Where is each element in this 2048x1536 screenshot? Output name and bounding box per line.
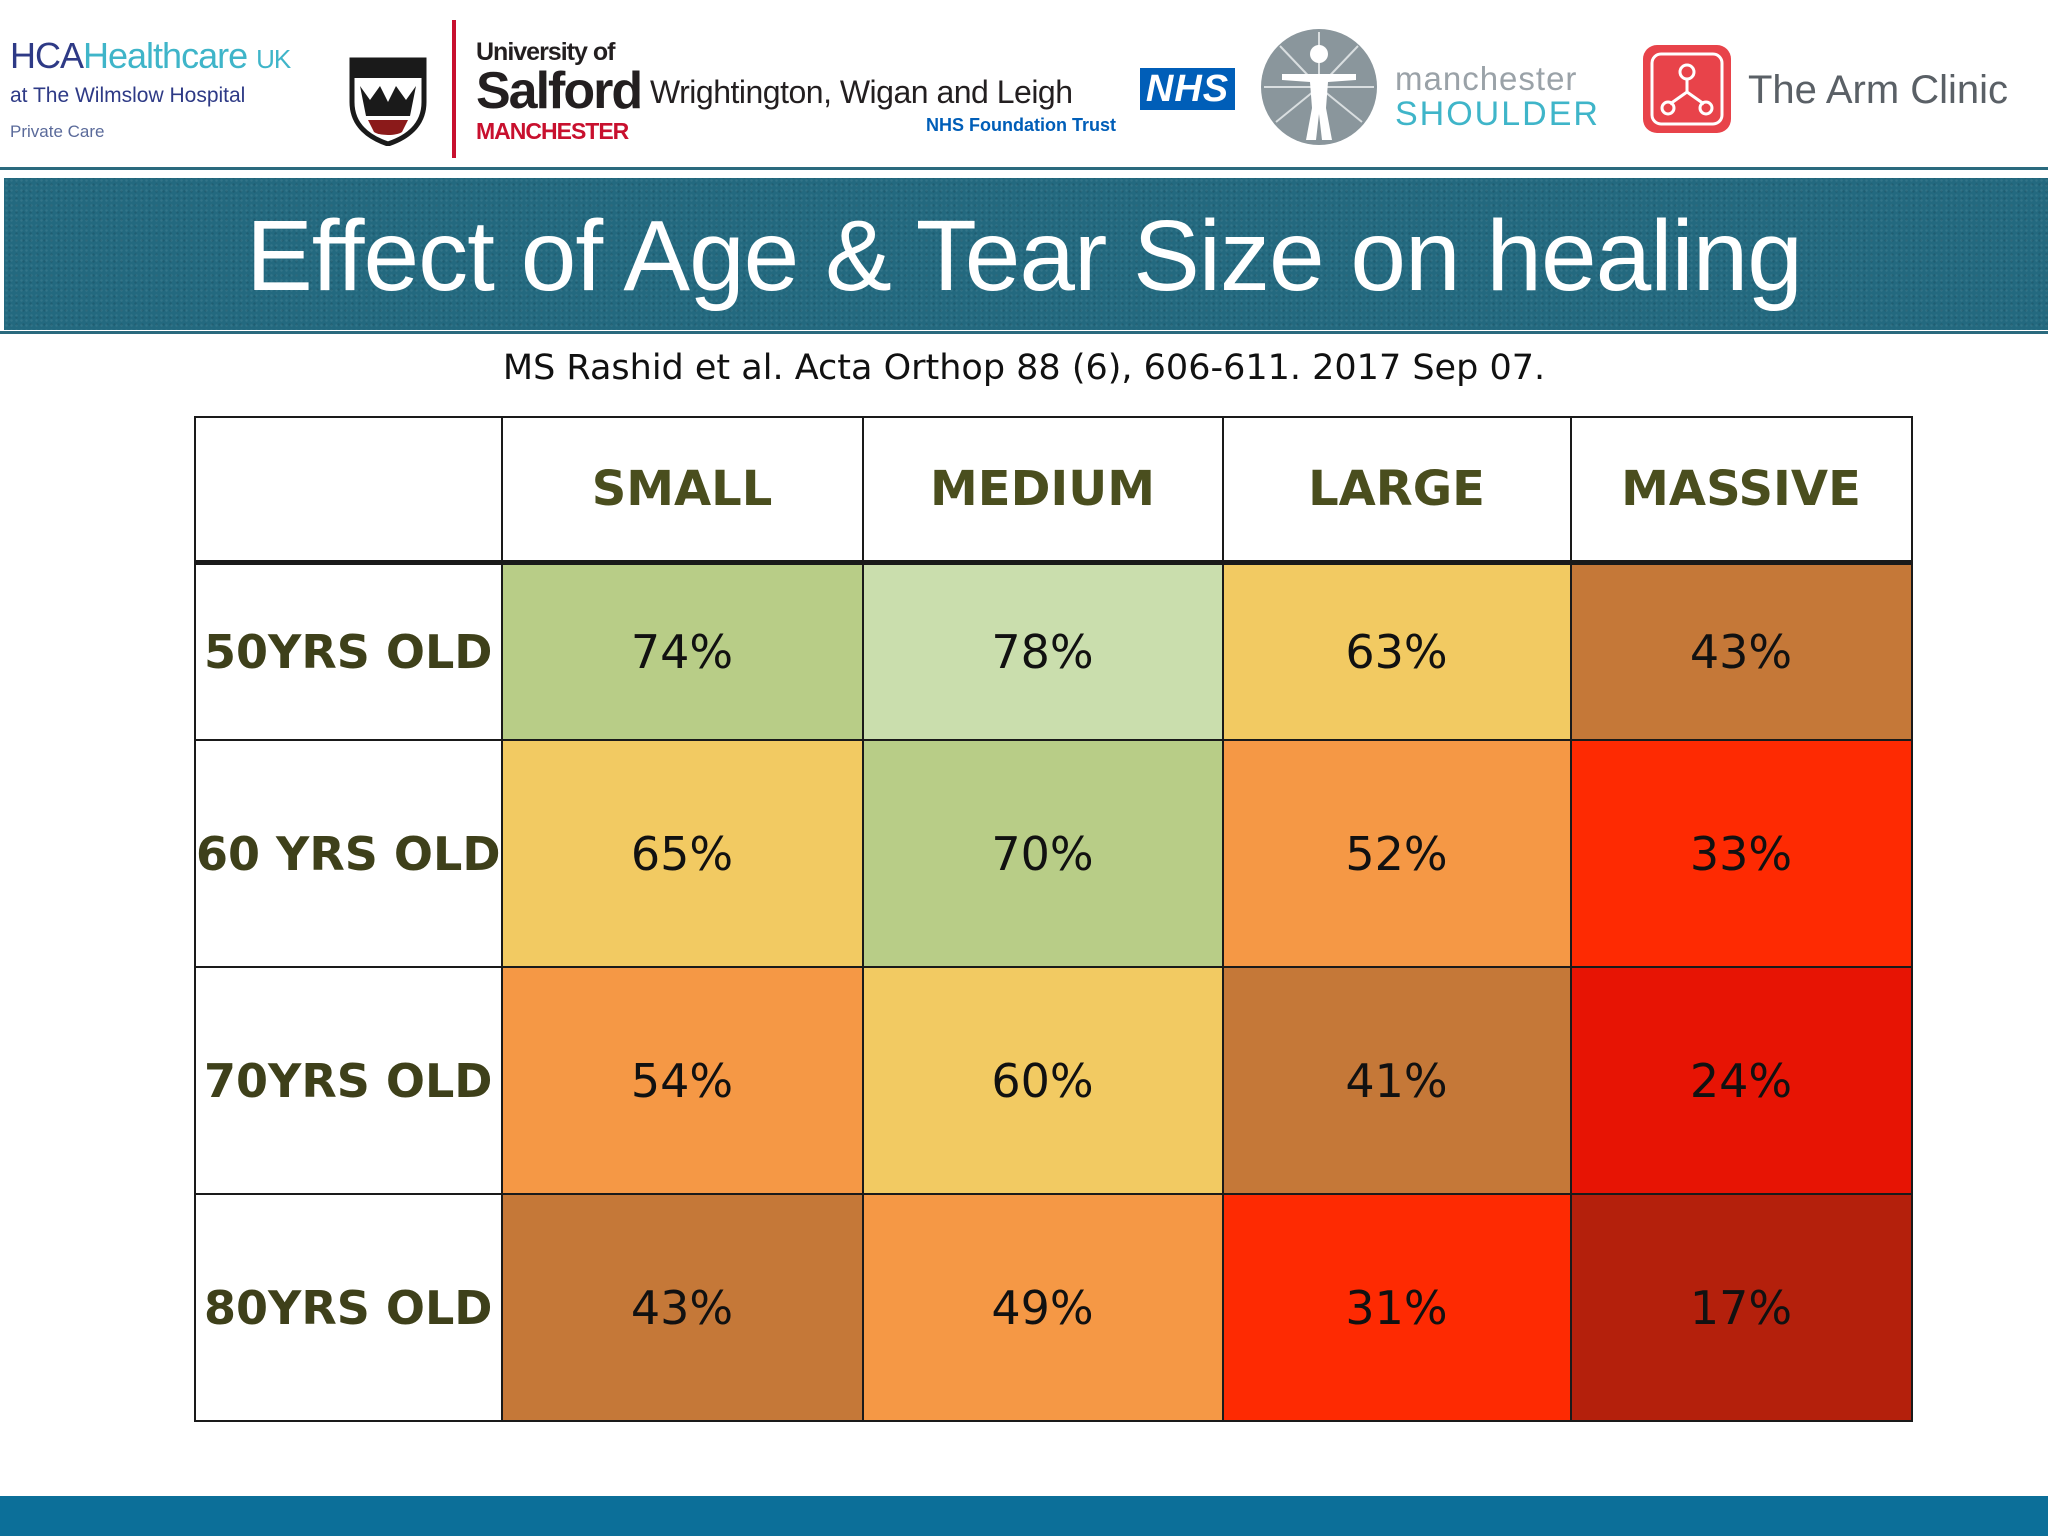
heat-cell: 60%	[861, 966, 1224, 1195]
manchester-shoulder-logo: manchester SHOULDER	[1395, 60, 1615, 133]
footer-bar	[0, 1496, 2048, 1536]
hca-hospital-line: at The Wilmslow Hospital	[10, 84, 246, 107]
nhs-logo: NHS	[1140, 68, 1235, 110]
row-label: 80YRS OLD	[194, 1193, 503, 1422]
arm-clinic-name: The Arm Clinic	[1748, 68, 2009, 112]
manchester-shoulder-emblem-icon	[1261, 29, 1377, 145]
salford-name: Salford	[476, 62, 643, 120]
col-header-massive: MASSIVE	[1569, 416, 1913, 564]
university-crest-icon	[349, 57, 427, 146]
row-label: 50YRS OLD	[194, 561, 503, 741]
table-row: 50YRS OLD 74% 78% 63% 43%	[194, 561, 1913, 741]
col-header-small: SMALL	[500, 416, 864, 564]
heat-cell: 65%	[500, 739, 864, 968]
heat-cell: 43%	[500, 1193, 864, 1422]
title-bar	[4, 178, 2048, 330]
title-rule-top	[0, 167, 2048, 170]
table-row: 80YRS OLD 43% 49% 31% 17%	[194, 1193, 1913, 1422]
hca-healthcare: Healthcare	[83, 35, 248, 76]
arm-clinic-icon	[1643, 45, 1731, 133]
title-rule-bottom	[0, 331, 2048, 334]
col-header-large: LARGE	[1221, 416, 1572, 564]
table-row: 60 YRS OLD 65% 70% 52% 33%	[194, 739, 1913, 968]
hca-brand: HCA	[10, 35, 84, 76]
heat-cell: 17%	[1569, 1193, 1913, 1422]
wwl-trust-name: Wrightington, Wigan and Leigh	[650, 74, 1073, 110]
heat-cell: 63%	[1221, 561, 1572, 741]
hca-private-care: Private Care	[10, 122, 105, 141]
healing-rate-table: SMALL MEDIUM LARGE MASSIVE 50YRS OLD 74%…	[194, 416, 1913, 1422]
manchester-shoulder-line2: SHOULDER	[1395, 95, 1600, 133]
heat-cell: 43%	[1569, 561, 1913, 741]
heat-cell: 31%	[1221, 1193, 1572, 1422]
row-label: 60 YRS OLD	[194, 739, 503, 968]
heat-cell: 41%	[1221, 966, 1572, 1195]
logo-strip: HCAHealthcare UK at The Wilmslow Hospita…	[0, 0, 2048, 165]
heat-cell: 78%	[861, 561, 1224, 741]
university-of-salford-logo: University of Salford MANCHESTER	[476, 38, 646, 146]
hca-region: UK	[256, 44, 291, 74]
salford-manchester: MANCHESTER	[476, 118, 629, 144]
manchester-shoulder-line1: manchester	[1395, 60, 1578, 97]
row-label: 70YRS OLD	[194, 966, 503, 1195]
heat-cell: 49%	[861, 1193, 1224, 1422]
header-row: SMALL MEDIUM LARGE MASSIVE	[194, 416, 1913, 564]
corner-cell	[194, 416, 503, 564]
heat-cell: 52%	[1221, 739, 1572, 968]
heat-cell: 24%	[1569, 966, 1913, 1195]
col-header-medium: MEDIUM	[861, 416, 1224, 564]
heat-cell: 33%	[1569, 739, 1913, 968]
heat-cell: 54%	[500, 966, 864, 1195]
hca-healthcare-logo: HCAHealthcare UK at The Wilmslow Hospita…	[10, 36, 340, 146]
heat-cell: 70%	[861, 739, 1224, 968]
citation: MS Rashid et al. Acta Orthop 88 (6), 606…	[502, 348, 1546, 388]
salford-divider	[452, 20, 456, 158]
salford-university-of: University of	[476, 38, 615, 66]
heat-cell: 74%	[500, 561, 864, 741]
table-row: 70YRS OLD 54% 60% 41% 24%	[194, 966, 1913, 1195]
nhs-foundation-trust-label: NHS Foundation Trust	[926, 115, 1116, 135]
slide-title: Effect of Age & Tear Size on healing	[246, 200, 1803, 312]
